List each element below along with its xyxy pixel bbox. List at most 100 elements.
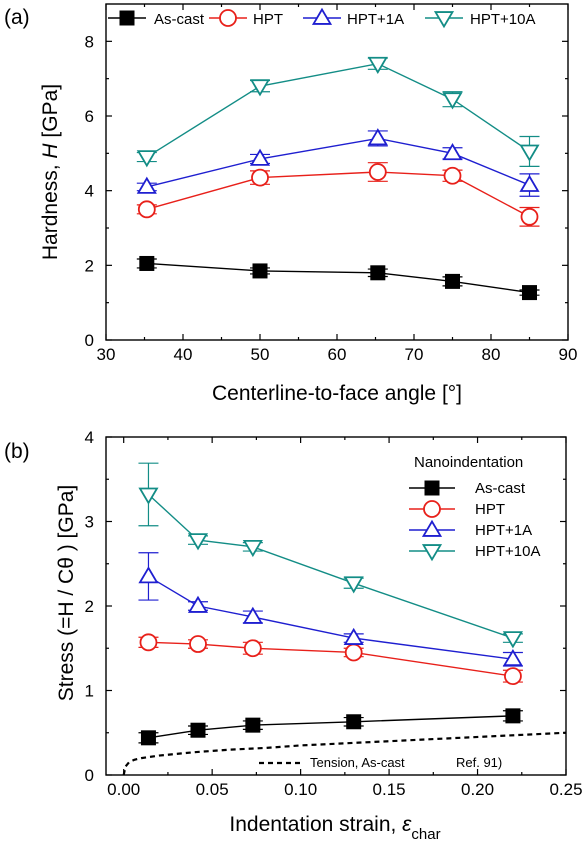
data-point: [442, 92, 463, 110]
y-axis-title-prefix: Hardness,: [39, 159, 62, 261]
legend-item: HPT+1A: [303, 7, 404, 28]
data-point: [190, 722, 206, 738]
legend-item: HPT+10A: [425, 11, 535, 29]
data-point: [344, 643, 363, 662]
series-hpt: [136, 162, 540, 227]
legend-marker: [423, 500, 441, 518]
legend-marker: [424, 480, 440, 496]
x-tick-label: 80: [482, 345, 501, 364]
data-point: [249, 148, 271, 166]
panel-a: 30 40 50 60 70 80 90 0 2 4 6 8 (a) Centerline-to-face…: [4, 3, 577, 405]
legend-item: As-cast: [409, 480, 526, 497]
legend-label: HPT: [475, 501, 505, 518]
series-hpt-1a: [136, 128, 540, 197]
x-axis-title: Centerline-to-face angle [°]: [212, 382, 462, 405]
legend-label: HPT+1A: [475, 522, 532, 539]
legend-title: Nanoindentation: [414, 454, 523, 471]
x-axis-title-sub: char: [411, 826, 440, 843]
series-hpt-10a: [136, 56, 540, 168]
x-tick-label: 0.20: [461, 780, 494, 799]
data-point: [139, 633, 158, 652]
data-point: [519, 144, 540, 162]
legend-item: As-cast: [108, 10, 205, 28]
y-axis-title: Stress (=H / Cθ ) [GPa]: [55, 485, 78, 701]
data-point: [442, 143, 463, 161]
series-as-cast: [136, 255, 540, 301]
y-axis-title-var: H: [39, 143, 62, 159]
legend-item: HPT+1A: [409, 519, 532, 539]
x-tick-label: 0.25: [549, 780, 582, 799]
x-tick-label: 40: [174, 345, 193, 364]
x-tick-label: 0.15: [373, 780, 406, 799]
data-point: [343, 627, 364, 645]
legend-marker: [421, 519, 443, 537]
data-point: [368, 163, 387, 181]
x-axis-title-var: ε: [402, 813, 412, 836]
data-point: [243, 639, 262, 658]
data-point: [139, 255, 155, 271]
series-as-cast: [138, 708, 523, 746]
data-point: [519, 174, 540, 192]
data-point: [187, 595, 209, 613]
series-hpt-10a: [138, 462, 523, 649]
x-tick-label: 60: [328, 345, 347, 364]
x-tick-label: 70: [405, 345, 424, 364]
data-point: [367, 128, 388, 146]
data-point: [502, 631, 523, 649]
data-point: [140, 730, 156, 746]
data-point: [346, 714, 362, 730]
data-point: [242, 540, 263, 558]
legend-item: HPT: [209, 9, 283, 28]
x-axis-title-prefix: Indentation strain,: [229, 813, 402, 836]
series-line: [146, 137, 530, 188]
legend-label: HPT: [253, 11, 283, 28]
x-tick-label: 0.00: [107, 780, 140, 799]
data-point: [520, 207, 539, 226]
legend-label: As-cast: [154, 11, 205, 28]
data-point: [445, 273, 460, 289]
data-point: [138, 566, 159, 584]
data-point: [443, 166, 462, 185]
legend-marker: [119, 10, 135, 26]
legend: Nanoindentation As-cast HPT HPT+1A HPT+10A: [409, 454, 540, 562]
y-tick-label: 1: [85, 682, 94, 701]
data-point: [251, 168, 269, 187]
y-axis-title: Hardness, H [GPa]: [39, 84, 62, 260]
data-point: [138, 487, 159, 505]
series-line: [146, 262, 530, 294]
legend-marker: [421, 544, 443, 562]
legend-marker: [433, 11, 455, 29]
y-tick-label: 6: [85, 107, 94, 126]
x-tick-label: 0.05: [196, 780, 229, 799]
data-point: [242, 606, 263, 624]
data-point: [522, 285, 537, 301]
legend-label: HPT+10A: [475, 543, 540, 560]
series-line: [146, 171, 530, 218]
y-tick-label: 8: [85, 32, 94, 51]
y-tick-label: 0: [85, 331, 94, 350]
data-point: [367, 56, 388, 75]
y-tick-label: 4: [85, 182, 94, 201]
data-point: [505, 708, 521, 724]
legend-item: HPT+10A: [409, 543, 540, 562]
x-axis-title: Indentation strain, εchar: [229, 813, 440, 843]
y-tick-label: 4: [85, 428, 94, 447]
data-point: [136, 150, 157, 168]
series-line: [146, 63, 530, 158]
y-tick-label: 0: [85, 766, 94, 785]
reference-label: Tension, As-cast: [310, 755, 405, 770]
data-point: [502, 648, 523, 667]
y-tick-label: 2: [85, 256, 94, 275]
y-axis-title-unit: [GPa]: [39, 84, 62, 144]
y-tick-label: 2: [85, 597, 94, 616]
series-line: [147, 493, 514, 639]
data-point: [187, 533, 209, 551]
x-tick-label: 30: [97, 345, 116, 364]
legend-marker: [311, 7, 333, 25]
series-hpt-1a: [138, 552, 523, 667]
data-point: [189, 635, 207, 653]
legend-label: HPT+10A: [470, 11, 535, 28]
series-hpt: [138, 633, 523, 686]
x-tick-label: 0.10: [284, 780, 317, 799]
